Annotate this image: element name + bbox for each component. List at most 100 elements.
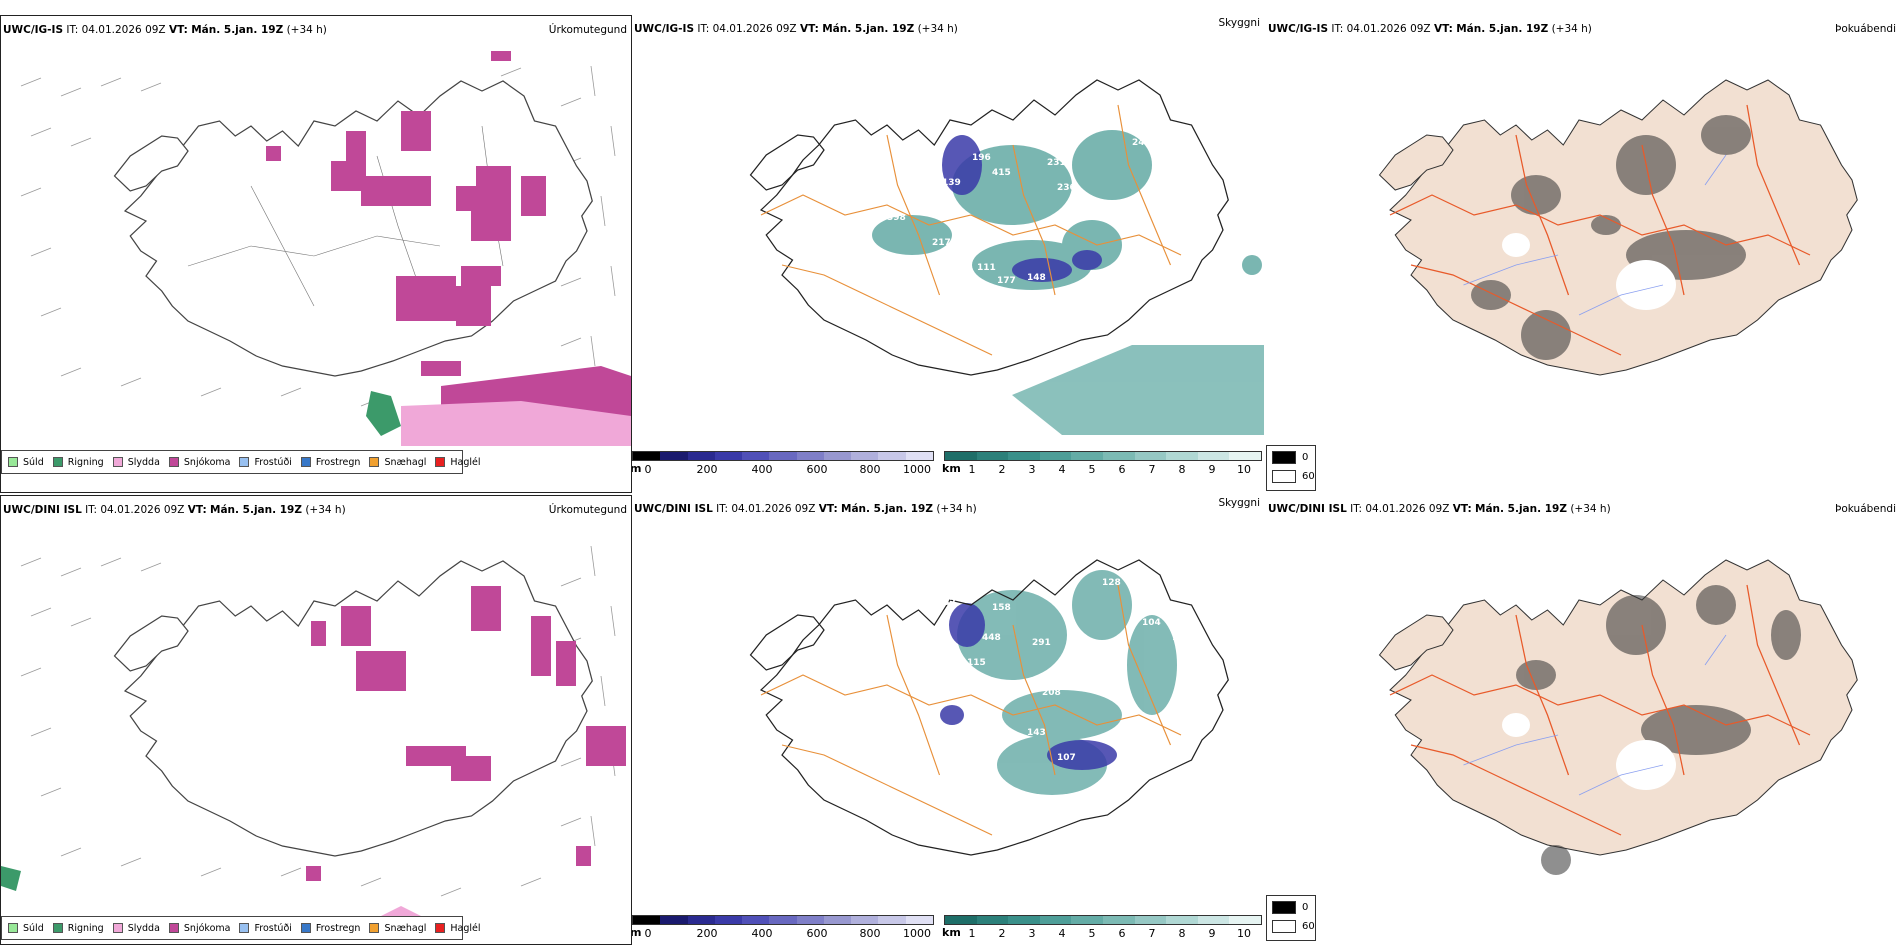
panel-header: UWC/DINI ISL IT: 04.01.2026 09Z VT: Mán.… — [634, 503, 977, 515]
scale-tick: 400 — [751, 463, 773, 476]
fog-panel-bottom: UWC/DINI ISL IT: 04.01.2026 09Z VT: Mán.… — [1266, 495, 1900, 950]
fog-panel-top: UWC/IG-IS IT: 04.01.2026 09Z VT: Mán. 5.… — [1266, 15, 1900, 493]
vis-label: 115 — [967, 658, 986, 668]
ceiling-unit: m — [632, 462, 642, 475]
panel-header: UWC/DINI ISL IT: 04.01.2026 09Z VT: Mán.… — [1268, 503, 1611, 515]
visibility-color-strip — [944, 451, 1262, 461]
vis-label: 291 — [1032, 638, 1051, 648]
panel-title: Þokuábendi — [1835, 503, 1896, 515]
vis-label: 148 — [1027, 273, 1046, 283]
ceiling-scale: m 0 200 400 600 800 1000 — [632, 915, 934, 950]
vis-label: 448 — [982, 633, 1001, 643]
visibility-color-strip — [944, 915, 1262, 925]
panel-title: Úrkomutegund — [548, 24, 627, 36]
legend-item: Frostregn — [300, 457, 360, 468]
visibility-panel-top: UWC/IG-IS IT: 04.01.2026 09Z VT: Mán. 5.… — [632, 15, 1264, 493]
legend-item: Snjókoma — [168, 457, 230, 468]
precip-map — [20, 51, 631, 446]
scale-tick: 4 — [1058, 927, 1066, 940]
vis-label: 102 — [937, 883, 956, 893]
scale-tick: 9 — [1208, 463, 1216, 476]
precip-legend: Súld Rigning Slydda Snjókoma Frostúði Fr… — [1, 916, 481, 940]
vis-label: 248 — [1167, 173, 1186, 183]
vis-label: 217 — [932, 238, 951, 248]
scale-tick: 1000 — [903, 463, 931, 476]
legend-item: Rigning — [52, 457, 104, 468]
scale-tick: 7 — [1148, 463, 1156, 476]
scale-tick: 3 — [1028, 927, 1036, 940]
vis-label: 285 — [1137, 263, 1156, 273]
scale-tick: 800 — [859, 927, 881, 940]
vis-label: 296 — [1072, 208, 1091, 218]
scale-tick: 600 — [806, 463, 828, 476]
legend-item: Slydda — [112, 457, 160, 468]
vis-label: 185 — [917, 353, 936, 363]
precip-legend: Súld Rigning Slydda Snjókoma Frostúði Fr… — [1, 450, 481, 474]
scale-tick: 5 — [1088, 463, 1096, 476]
scale-tick: 1000 — [903, 927, 931, 940]
vis-label: 105 — [1172, 633, 1191, 643]
visibility-panel-bottom: UWC/DINI ISL IT: 04.01.2026 09Z VT: Mán.… — [632, 495, 1264, 950]
panel-title: Skyggni — [1218, 17, 1261, 29]
legend-item: Rigning — [52, 923, 104, 934]
panel-title: Skyggni — [1218, 497, 1261, 509]
vis-label: 177 — [997, 276, 1016, 286]
vis-label: 243 — [1132, 138, 1151, 148]
ceiling-color-strip — [632, 915, 934, 925]
scale-tick: 6 — [1118, 927, 1126, 940]
vis-label: 152 — [937, 598, 956, 608]
vis-label: 130 — [1102, 278, 1121, 288]
scale-tick: 5 — [1088, 927, 1096, 940]
vis-label: 398 — [887, 213, 906, 223]
legend-item: Frostúði — [239, 457, 292, 468]
scale-tick: 9 — [1208, 927, 1216, 940]
vis-label: 236 — [1057, 183, 1076, 193]
scale-tick: 400 — [751, 927, 773, 940]
legend-item: Snjókoma — [168, 923, 230, 934]
scale-tick: 8 — [1178, 927, 1186, 940]
scale-tick: 1 — [968, 463, 976, 476]
vis-label: 104 — [1142, 618, 1161, 628]
vis-label: 128 — [1102, 578, 1121, 588]
precip-panel-top: UWC/IG-IS IT: 04.01.2026 09Z VT: Mán. 5.… — [0, 15, 632, 493]
scale-tick: 7 — [1148, 927, 1156, 940]
visibility-scale: km 1 2 3 4 5 6 7 8 9 10 — [942, 915, 1262, 950]
legend-item: Slydda — [112, 923, 160, 934]
legend-item: Snæhagl — [369, 457, 426, 468]
panel-title: Þokuábendi — [1835, 23, 1896, 35]
scale-tick: 10 — [1237, 927, 1251, 940]
vis-label: 107 — [1057, 753, 1076, 763]
panel-header: UWC/IG-IS IT: 04.01.2026 09Z VT: Mán. 5.… — [1268, 23, 1592, 35]
ceiling-unit: m — [632, 926, 642, 939]
fog-map — [1378, 559, 1858, 875]
visibility-unit: km — [942, 926, 961, 939]
legend-item: Snæhagl — [369, 923, 426, 934]
scale-tick: 10 — [1237, 463, 1251, 476]
scale-tick: 600 — [806, 927, 828, 940]
fog-map — [1378, 79, 1858, 376]
ceiling-scale: m 0 200 400 600 800 1000 — [632, 451, 934, 487]
precip-map — [1, 545, 626, 921]
legend-item: Frostúði — [239, 923, 292, 934]
visibility-unit: km — [942, 462, 961, 475]
legend-item: Frostregn — [300, 923, 360, 934]
scale-tick: 1 — [968, 927, 976, 940]
vis-label: 107 — [1112, 763, 1131, 773]
scale-tick: 200 — [696, 927, 718, 940]
scale-tick: 8 — [1178, 463, 1186, 476]
scale-tick: 6 — [1118, 463, 1126, 476]
panel-header: UWC/DINI ISL IT: 04.01.2026 09Z VT: Mán.… — [3, 504, 346, 516]
panel-header: UWC/IG-IS IT: 04.01.2026 09Z VT: Mán. 5.… — [634, 23, 958, 35]
scale-tick: 3 — [1028, 463, 1036, 476]
scale-tick: 2 — [998, 463, 1006, 476]
scale-tick: 0 — [644, 927, 652, 940]
vis-label: 231 — [1047, 158, 1066, 168]
scale-tick: 200 — [696, 463, 718, 476]
visibility-map: 152 158 448 115 291 440 208 107 107 104 … — [749, 559, 1229, 893]
visibility-map: 398 217 139 196 415 231 236 296 243 248 … — [749, 79, 1264, 435]
vis-label: 143 — [1027, 728, 1046, 738]
legend-item: Haglél — [435, 923, 481, 934]
legend-item: Súld — [8, 457, 44, 468]
precip-panel-bottom: UWC/DINI ISL IT: 04.01.2026 09Z VT: Mán.… — [0, 495, 632, 945]
vis-label: 158 — [992, 603, 1011, 613]
